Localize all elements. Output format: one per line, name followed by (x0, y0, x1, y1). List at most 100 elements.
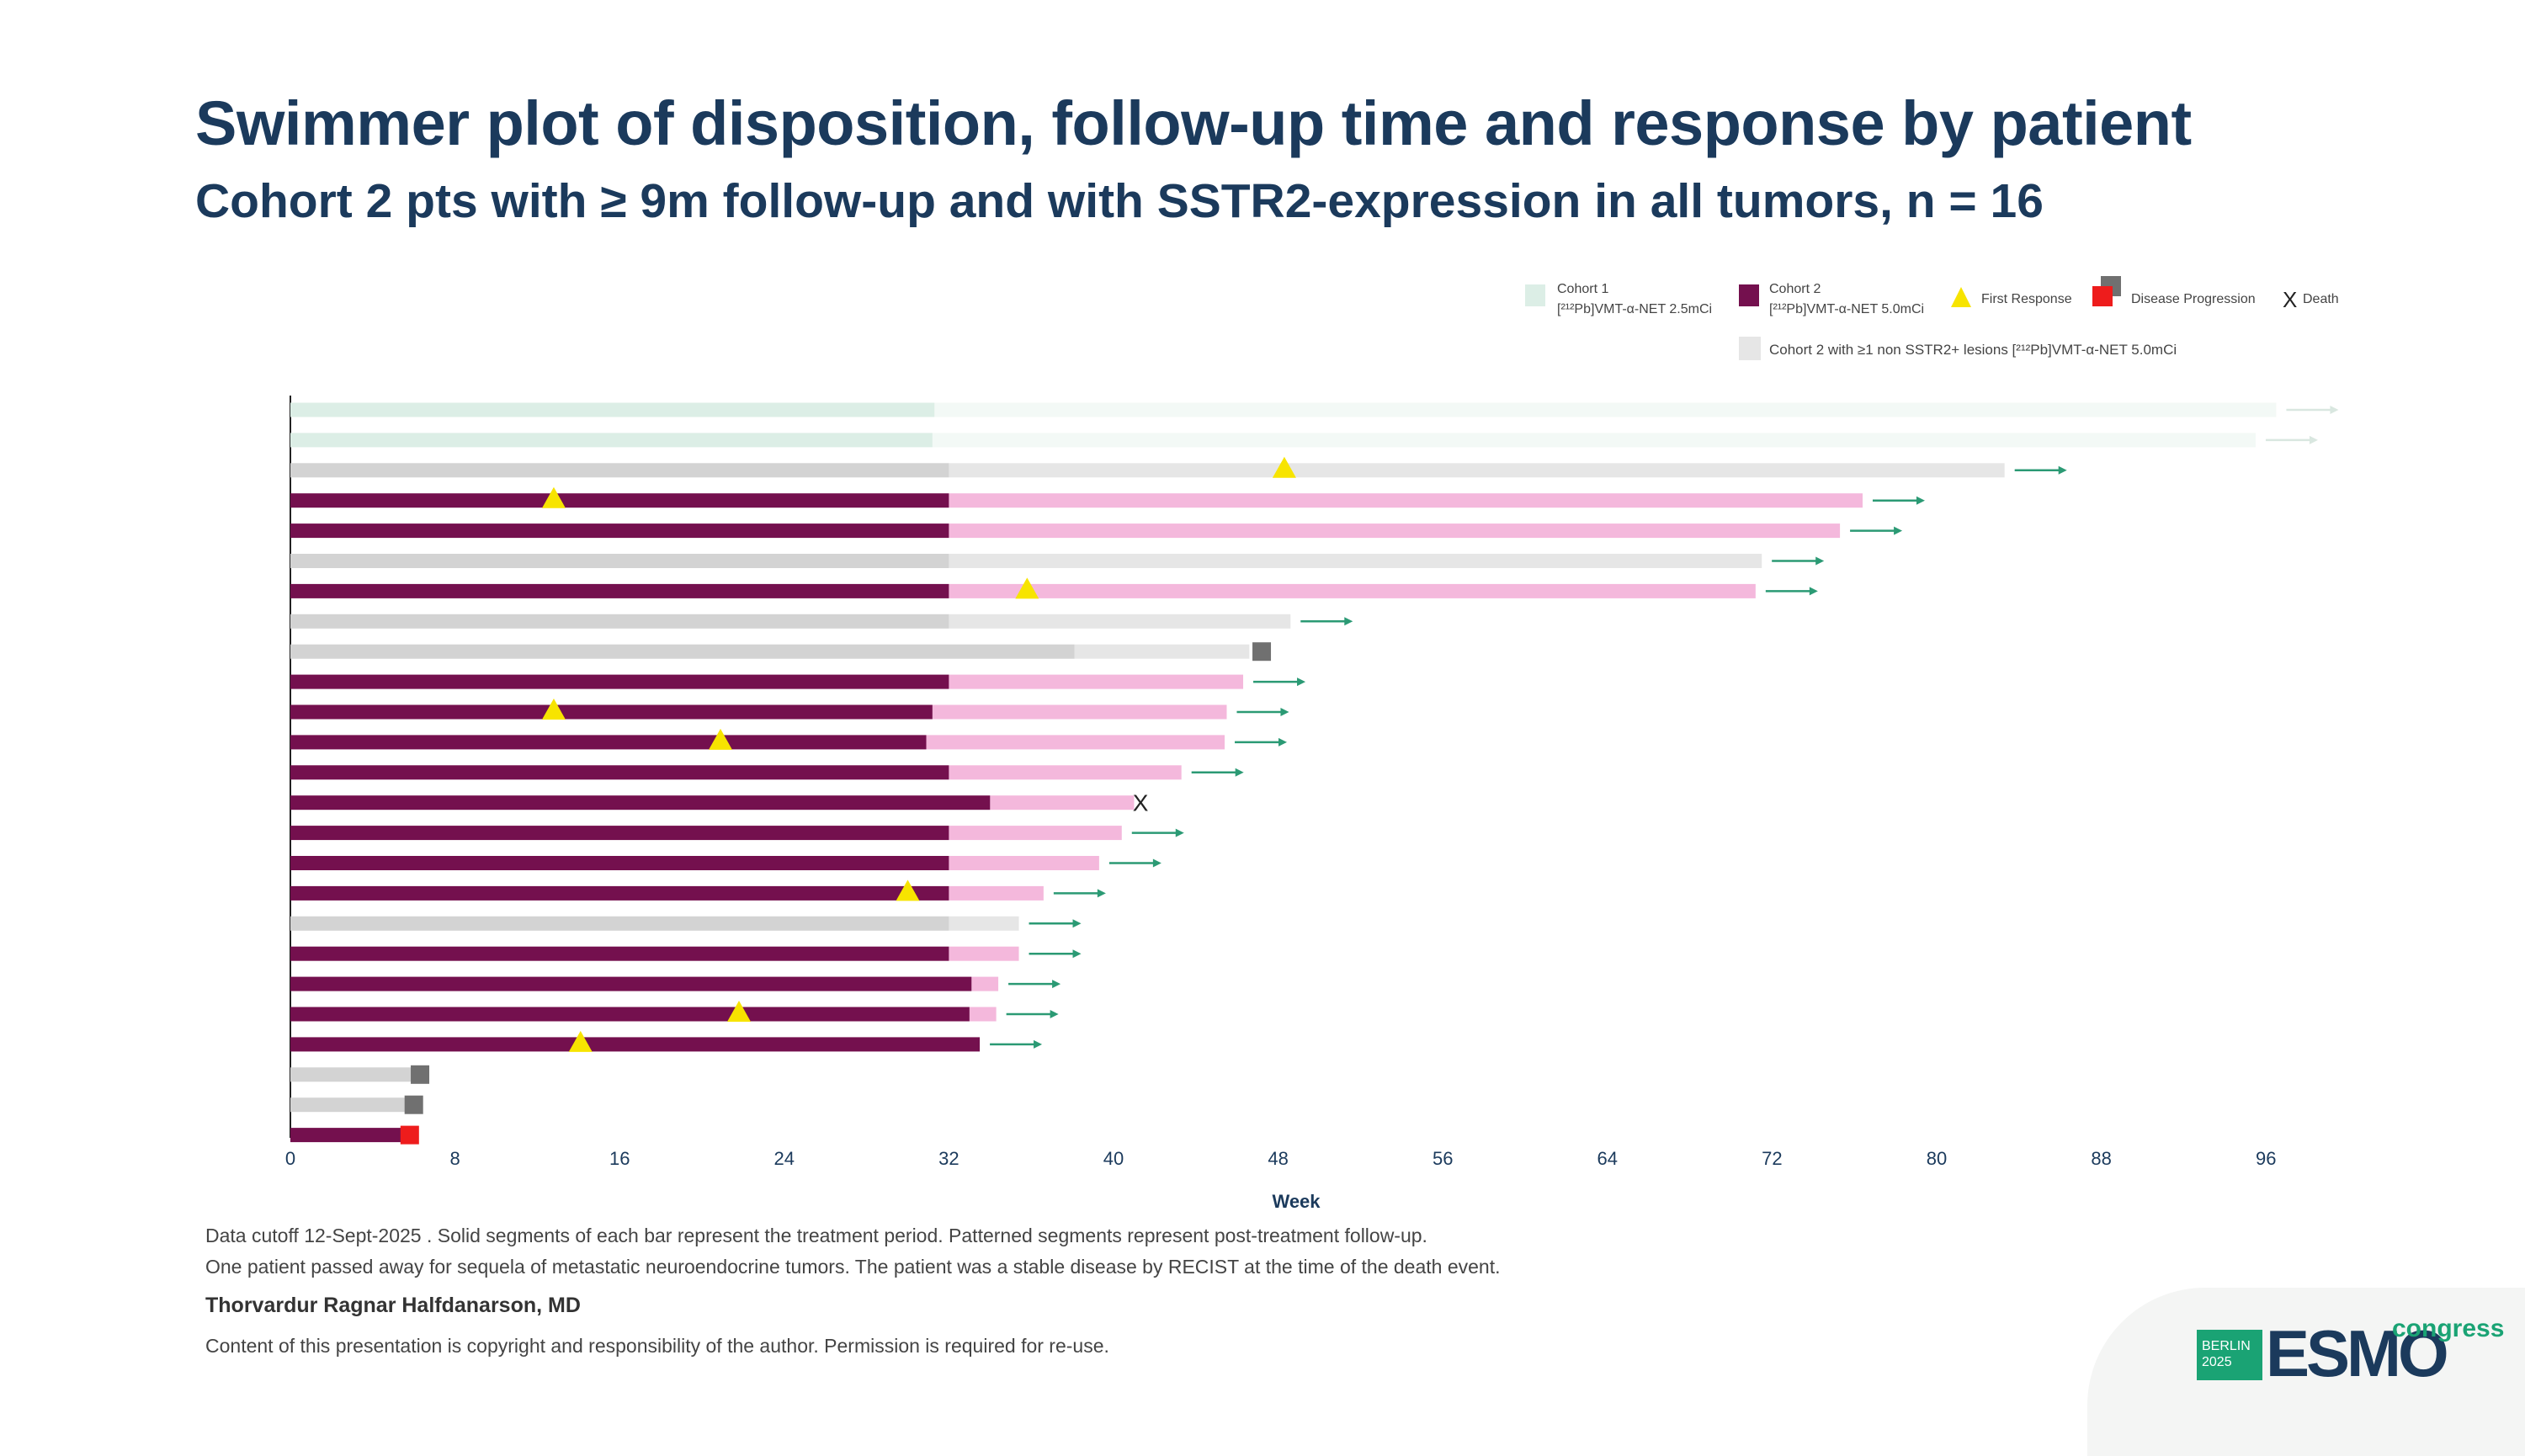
treatment-bar (290, 674, 949, 689)
followup-bar (949, 946, 1019, 961)
followup-bar (969, 1007, 997, 1022)
patient-bars: X (290, 402, 2339, 1145)
first-response-marker (896, 879, 920, 901)
x-axis-label: Week (1272, 1191, 1321, 1212)
treatment-bar (290, 1128, 406, 1143)
first-response-marker (541, 486, 566, 508)
disease-progression-marker (411, 1065, 430, 1084)
legend-cohort2-title: Cohort 2 (1769, 282, 1821, 296)
followup-bar (971, 976, 999, 991)
ongoing-arrow-head (1815, 556, 1825, 566)
x-tick-label: 56 (1433, 1148, 1453, 1169)
legend-cohort1-title: Cohort 1 (1557, 282, 1608, 296)
legend-cohort1-label: [²¹²Pb]VMT-α-NET 2.5mCi (1557, 302, 1712, 316)
followup-bar (949, 674, 1244, 689)
x-tick-label: 72 (1762, 1148, 1782, 1169)
ongoing-arrow-head (2058, 465, 2067, 475)
treatment-bar (290, 402, 935, 417)
treatment-bar (290, 1067, 418, 1082)
copyright-note: Content of this presentation is copyrigh… (205, 1335, 1109, 1357)
ongoing-arrow-head (2309, 435, 2318, 444)
followup-bar (990, 795, 1135, 810)
followup-bar (949, 765, 1182, 780)
logo-esmo-text: ESMO (2266, 1316, 2449, 1390)
treatment-bar (290, 976, 972, 991)
ongoing-arrow-head (1280, 708, 1289, 716)
treatment-bar (290, 1097, 412, 1113)
legend-progression-red-icon (2092, 286, 2113, 306)
ongoing-arrow-head (1152, 858, 1162, 868)
x-tick-label: 40 (1103, 1148, 1124, 1169)
treatment-bar (290, 614, 949, 629)
x-axis-ticks: 0 8 16 24 32 40 48 56 64 72 80 88 96 (285, 1148, 2277, 1169)
legend: Cohort 1 [²¹²Pb]VMT-α-NET 2.5mCi Cohort … (1525, 276, 2339, 360)
x-tick-label: 48 (1268, 1148, 1288, 1169)
followup-bar (949, 463, 2005, 478)
x-tick-label: 8 (449, 1148, 460, 1169)
death-marker: X (1133, 790, 1149, 816)
treatment-bar (290, 463, 949, 478)
followup-bar (934, 402, 2277, 417)
ongoing-arrow-head (1235, 768, 1244, 777)
treatment-bar (290, 856, 949, 870)
treatment-bar (290, 644, 1075, 659)
legend-response-label: First Response (1981, 292, 2072, 306)
followup-bar (949, 493, 1863, 508)
ongoing-arrow-head (1809, 587, 1818, 596)
legend-response-triangle-icon (1951, 287, 1971, 307)
followup-bar (1074, 644, 1250, 659)
footnote-data-cutoff: Data cutoff 12-Sept-2025 . Solid segment… (205, 1225, 1427, 1246)
first-response-marker (709, 728, 733, 750)
first-response-marker (568, 1030, 593, 1052)
ongoing-arrow-head (1175, 828, 1184, 837)
first-response-marker (727, 1001, 752, 1022)
disease-progression-marker (404, 1095, 423, 1114)
followup-bar (932, 433, 2256, 448)
treatment-bar (290, 554, 949, 568)
x-tick-label: 96 (2256, 1148, 2276, 1169)
followup-bar (949, 856, 1099, 870)
disease-progression-marker (400, 1125, 419, 1145)
legend-nonsstr-swatch (1739, 337, 1761, 360)
ongoing-arrow-head (1034, 1039, 1043, 1049)
logo-year-text: 2025 (2202, 1355, 2232, 1369)
page-title: Swimmer plot of disposition, follow-up t… (195, 88, 2192, 158)
x-tick-label: 0 (285, 1148, 295, 1169)
followup-bar (949, 583, 1756, 598)
x-tick-label: 32 (938, 1148, 959, 1169)
treatment-bar (290, 826, 949, 841)
ongoing-arrow-head (1278, 737, 1288, 747)
first-response-marker (541, 699, 566, 720)
treatment-bar (290, 583, 949, 598)
followup-bar (949, 916, 1019, 931)
followup-bar (949, 554, 1762, 568)
author-name: Thorvardur Ragnar Halfdanarson, MD (205, 1294, 581, 1317)
logo-berlin-badge: BERLIN 2025 (2197, 1330, 2262, 1380)
treatment-bar (290, 795, 991, 810)
legend-cohort2-label: [²¹²Pb]VMT-α-NET 5.0mCi (1769, 302, 1924, 316)
ongoing-arrow-head (1894, 526, 1903, 535)
followup-bar (932, 704, 1227, 720)
treatment-bar (290, 704, 933, 720)
esmo-congress-logo: BERLIN 2025 ESMO congress (2197, 1315, 2504, 1407)
treatment-bar (290, 916, 949, 931)
ongoing-arrow-head (1052, 980, 1061, 989)
followup-bar (949, 614, 1291, 629)
ongoing-arrow-head (2330, 406, 2339, 414)
treatment-bar (290, 433, 933, 448)
legend-progression-label: Disease Progression (2131, 292, 2256, 306)
x-tick-label: 64 (1597, 1148, 1618, 1169)
page-subtitle: Cohort 2 pts with ≥ 9m follow-up and wit… (195, 174, 2044, 228)
legend-death-label: Death (2303, 292, 2339, 306)
treatment-bar (290, 765, 949, 780)
treatment-bar (290, 523, 949, 539)
disease-progression-marker (1252, 642, 1272, 662)
treatment-bar (290, 885, 949, 901)
first-response-marker (1272, 456, 1296, 478)
followup-bar (926, 735, 1225, 750)
treatment-bar (290, 1037, 981, 1052)
first-response-marker (1015, 577, 1039, 599)
logo-congress-text: congress (2392, 1315, 2505, 1342)
treatment-bar (290, 1007, 970, 1022)
ongoing-arrow-head (1097, 889, 1106, 898)
